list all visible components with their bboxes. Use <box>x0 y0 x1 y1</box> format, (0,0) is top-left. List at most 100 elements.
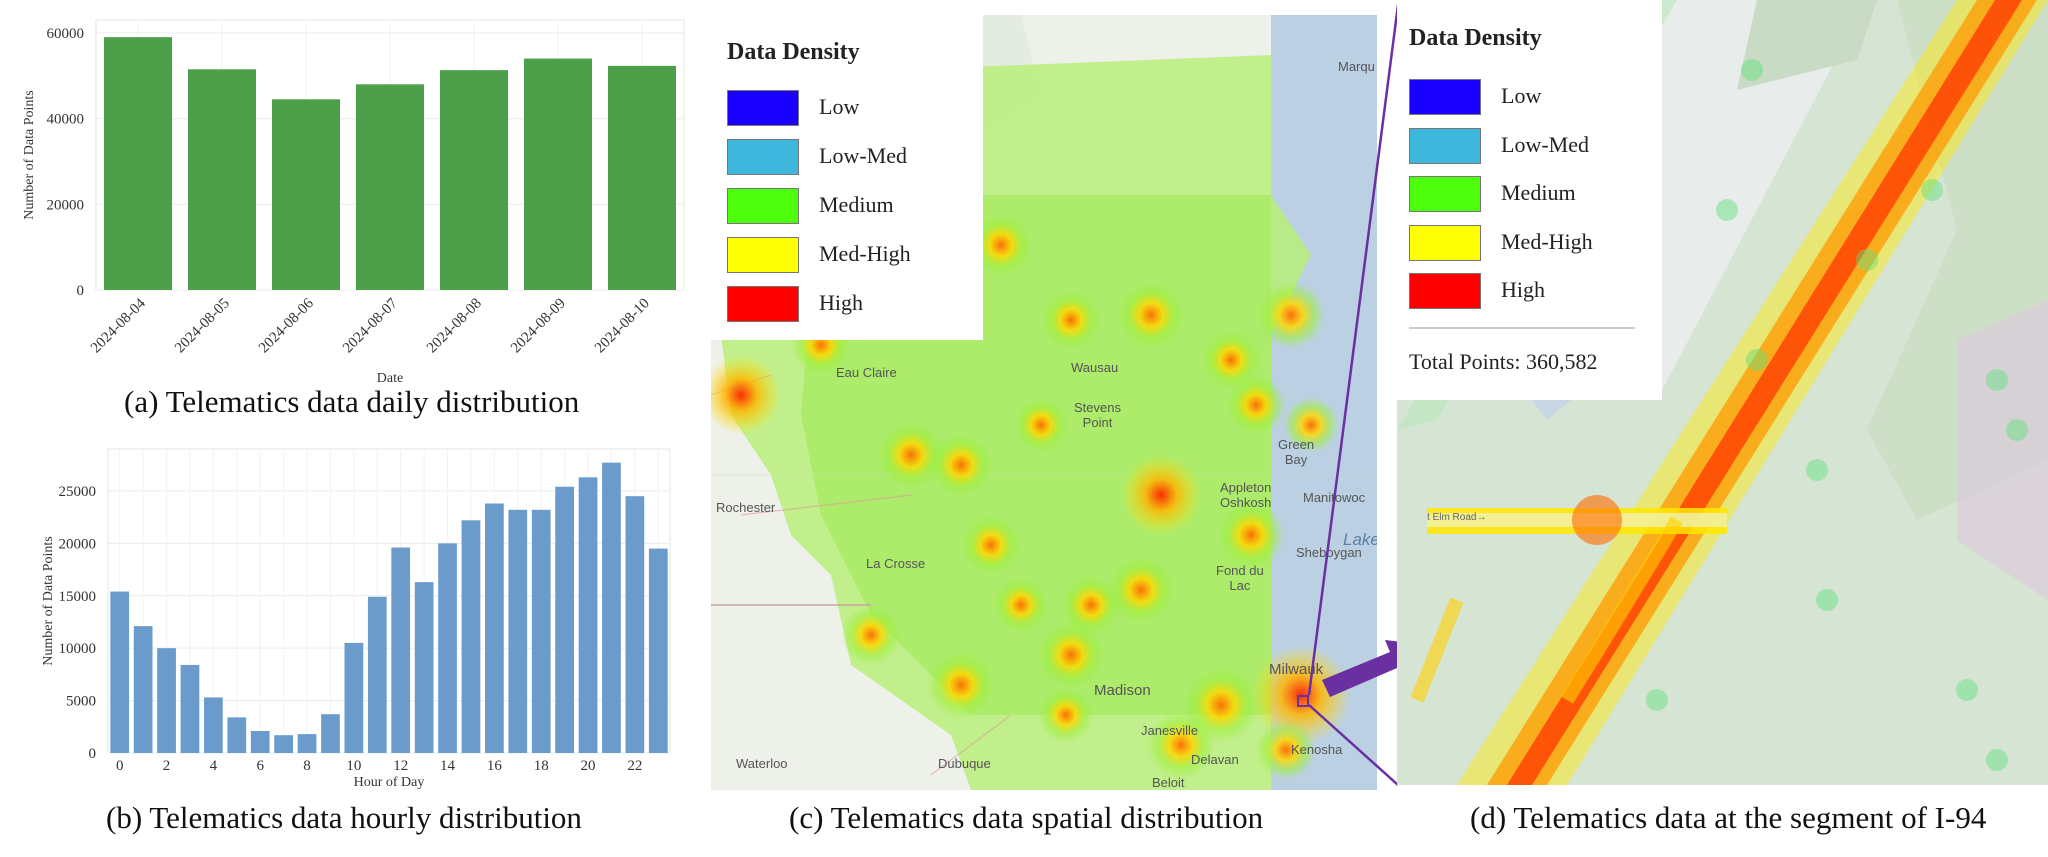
density-hotspot <box>711 355 781 435</box>
map-label-stevens-point: Stevens Point <box>1074 400 1121 430</box>
caption-a: (a) Telematics data daily distribution <box>124 384 580 419</box>
legend-swatch <box>1409 127 1481 164</box>
x-tick-label: 14 <box>440 758 456 774</box>
zoom-box <box>1297 695 1309 707</box>
total-points: Total Points: 360,582 <box>1409 349 1598 374</box>
bar <box>461 520 481 753</box>
caption-d: (d) Telematics data at the segment of I-… <box>1470 800 1987 835</box>
density-hotspot <box>1283 397 1339 453</box>
bar <box>523 58 593 291</box>
density-dot <box>1746 349 1768 371</box>
x-tick-label: 0 <box>116 758 124 774</box>
plot-area <box>107 448 671 754</box>
density-hotspot <box>1117 281 1185 349</box>
bar <box>485 503 504 753</box>
map-label-beloit: Beloit <box>1152 775 1185 790</box>
y-tick-label: 10000 <box>59 641 97 657</box>
density-hotspot <box>927 651 995 719</box>
map-label-sheboygan: Sheboygan <box>1296 545 1362 560</box>
legend-label: Medium <box>1501 180 1576 205</box>
legend-swatch <box>727 90 799 126</box>
density-hotspot <box>969 213 1033 277</box>
segment-map <box>1397 0 2048 785</box>
density-hotspot <box>1256 720 1316 780</box>
x-tick-label: 16 <box>487 758 503 774</box>
map-label-wausau: Wausau <box>1071 360 1119 375</box>
map-label-lake: Lake <box>1343 530 1377 549</box>
map-label-eau-claire: Eau Claire <box>836 365 897 380</box>
density-hotspot <box>1226 375 1286 435</box>
map-label-waterloo: Waterloo <box>736 756 788 771</box>
map-label-green-bay: Green Bay <box>1278 437 1315 467</box>
legend-label: High <box>1501 277 1545 302</box>
y-tick-label: 20000 <box>59 536 97 552</box>
map-label-madison: Madison <box>1094 682 1151 699</box>
density-dot <box>1986 369 2008 391</box>
segment-heatmap-panel: t Elm Road→ Data Density Low Low-Med Mediu… <box>1397 0 2048 785</box>
map-label-marq: Marqu <box>1338 59 1375 74</box>
x-tick-label: 22 <box>627 758 642 774</box>
bar <box>391 547 411 753</box>
legend-c: Data Density Low Low-Med Medium Med-High Hig… <box>711 15 983 340</box>
density-hotspot <box>1013 397 1069 453</box>
density-dot <box>1856 249 1878 271</box>
legend-label: Low-Med <box>819 143 907 168</box>
density-hotspot <box>1037 621 1105 689</box>
y-tick-label: 20000 <box>47 197 85 213</box>
x-tick-label: 6 <box>256 758 264 774</box>
density-dot <box>1921 179 1943 201</box>
x-axis-label: Date <box>377 371 403 386</box>
legend-label: Low <box>819 94 860 119</box>
bar <box>602 462 621 753</box>
x-tick-label: 10 <box>346 758 361 774</box>
caption-b: (b) Telematics data hourly distribution <box>106 800 582 835</box>
legend-swatch <box>727 139 799 175</box>
density-dot <box>1816 589 1838 611</box>
legend-title-d: Data Density <box>1409 25 1542 51</box>
caption-c: (c) Telematics data spatial distribution <box>789 800 1264 835</box>
y-tick-label: 0 <box>77 283 85 299</box>
density-hotspot <box>993 577 1049 633</box>
density-dot <box>1806 459 1828 481</box>
density-hotspot <box>961 515 1021 575</box>
legend-label: Low-Med <box>1501 131 1589 157</box>
bar <box>648 548 668 753</box>
bar <box>555 486 574 753</box>
bar <box>187 69 257 291</box>
map-label-la-crosse: La Crosse <box>866 556 926 571</box>
legend-label: Medium <box>819 192 894 217</box>
map-label-janesville: Janesville <box>1141 723 1199 738</box>
legend-title: Data Density <box>727 39 860 65</box>
map-label-delavan: Delavan <box>1191 752 1239 767</box>
map-label-fond-du-lac: Fond du Lac <box>1216 563 1264 593</box>
bar <box>157 648 176 753</box>
bar <box>204 697 223 753</box>
density-dot <box>1741 59 1763 81</box>
legend-label: Low <box>1501 83 1542 108</box>
bar <box>367 596 387 753</box>
density-hotspot <box>1201 330 1261 390</box>
bar <box>355 84 425 291</box>
density-hotspot <box>841 605 901 665</box>
legend-swatch <box>1409 79 1481 115</box>
map-label-appleton: Appleton Oshkosh <box>1220 480 1272 510</box>
y-tick-label: 25000 <box>59 484 97 500</box>
bar <box>438 543 457 753</box>
density-dot <box>1646 689 1668 711</box>
bar <box>607 65 677 290</box>
x-tick-label: 8 <box>303 758 311 774</box>
legend-swatch <box>1409 176 1481 212</box>
density-hotspot <box>1038 687 1094 743</box>
y-tick-label: 0 <box>89 746 97 762</box>
y-tick-label: 60000 <box>47 26 85 42</box>
density-hotspot <box>1121 455 1201 535</box>
x-tick-label: 4 <box>210 758 218 774</box>
x-tick-label: 20 <box>581 758 596 774</box>
x-tick-label: 2 <box>163 758 171 774</box>
bar <box>250 730 270 753</box>
legend-label: High <box>819 290 863 315</box>
legend-swatch <box>727 286 799 322</box>
legend-label: Med-High <box>819 241 911 266</box>
density-hotspot <box>1147 711 1215 779</box>
